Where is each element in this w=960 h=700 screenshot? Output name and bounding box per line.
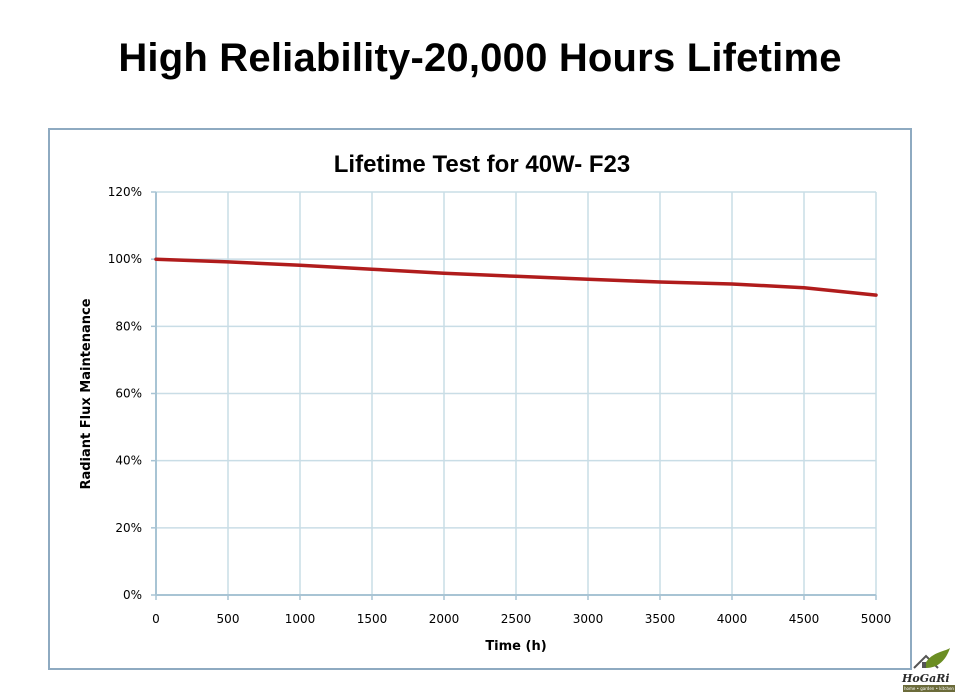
x-tick-label: 3000 (573, 612, 604, 626)
tick-labels: 0 500 1000 1500 2000 2500 3000 3500 4000 4500 5000… (108, 185, 892, 626)
y-axis-label: Radiant Flux Maintenance (79, 298, 94, 489)
axes (151, 191, 877, 600)
series-line (154, 257, 878, 297)
leaf-icon (924, 648, 950, 668)
y-tick-label: 20% (115, 521, 142, 535)
y-tick-label: 60% (115, 387, 142, 401)
y-tick-label: 120% (108, 185, 142, 199)
slide-title: High Reliability-20,000 Hours Lifetime (118, 36, 842, 80)
y-tick-label: 40% (115, 454, 142, 468)
chart-frame: Lifetime Test for 40W- F23 0 500 1000 1500 2… (48, 128, 912, 670)
x-tick-label: 500 (217, 612, 240, 626)
x-tick-label: 2000 (429, 612, 460, 626)
x-tick-label: 4500 (789, 612, 820, 626)
y-tick-label: 80% (115, 319, 142, 333)
logo-name: HoGaRi (902, 672, 950, 685)
x-tick-label: 4000 (717, 612, 748, 626)
chart-title: Lifetime Test for 40W- F23 (334, 151, 630, 178)
y-tick-label: 0% (123, 588, 142, 602)
hogari-logo (913, 648, 950, 669)
x-tick-label: 3500 (645, 612, 676, 626)
x-tick-label: 0 (152, 612, 160, 626)
y-tick-label: 100% (108, 252, 142, 266)
series-layer (154, 257, 878, 297)
x-tick-label: 1500 (357, 612, 388, 626)
x-tick-label: 5000 (861, 612, 892, 626)
x-tick-label: 1000 (285, 612, 316, 626)
x-tick-label: 2500 (501, 612, 532, 626)
gridlines (156, 191, 877, 595)
lifetime-chart: Lifetime Test for 40W- F23 0 500 1000 1500 2… (79, 151, 892, 654)
logo-tagline: home • garden • kitchen (903, 685, 955, 692)
x-axis-label: Time (h) (485, 639, 546, 654)
